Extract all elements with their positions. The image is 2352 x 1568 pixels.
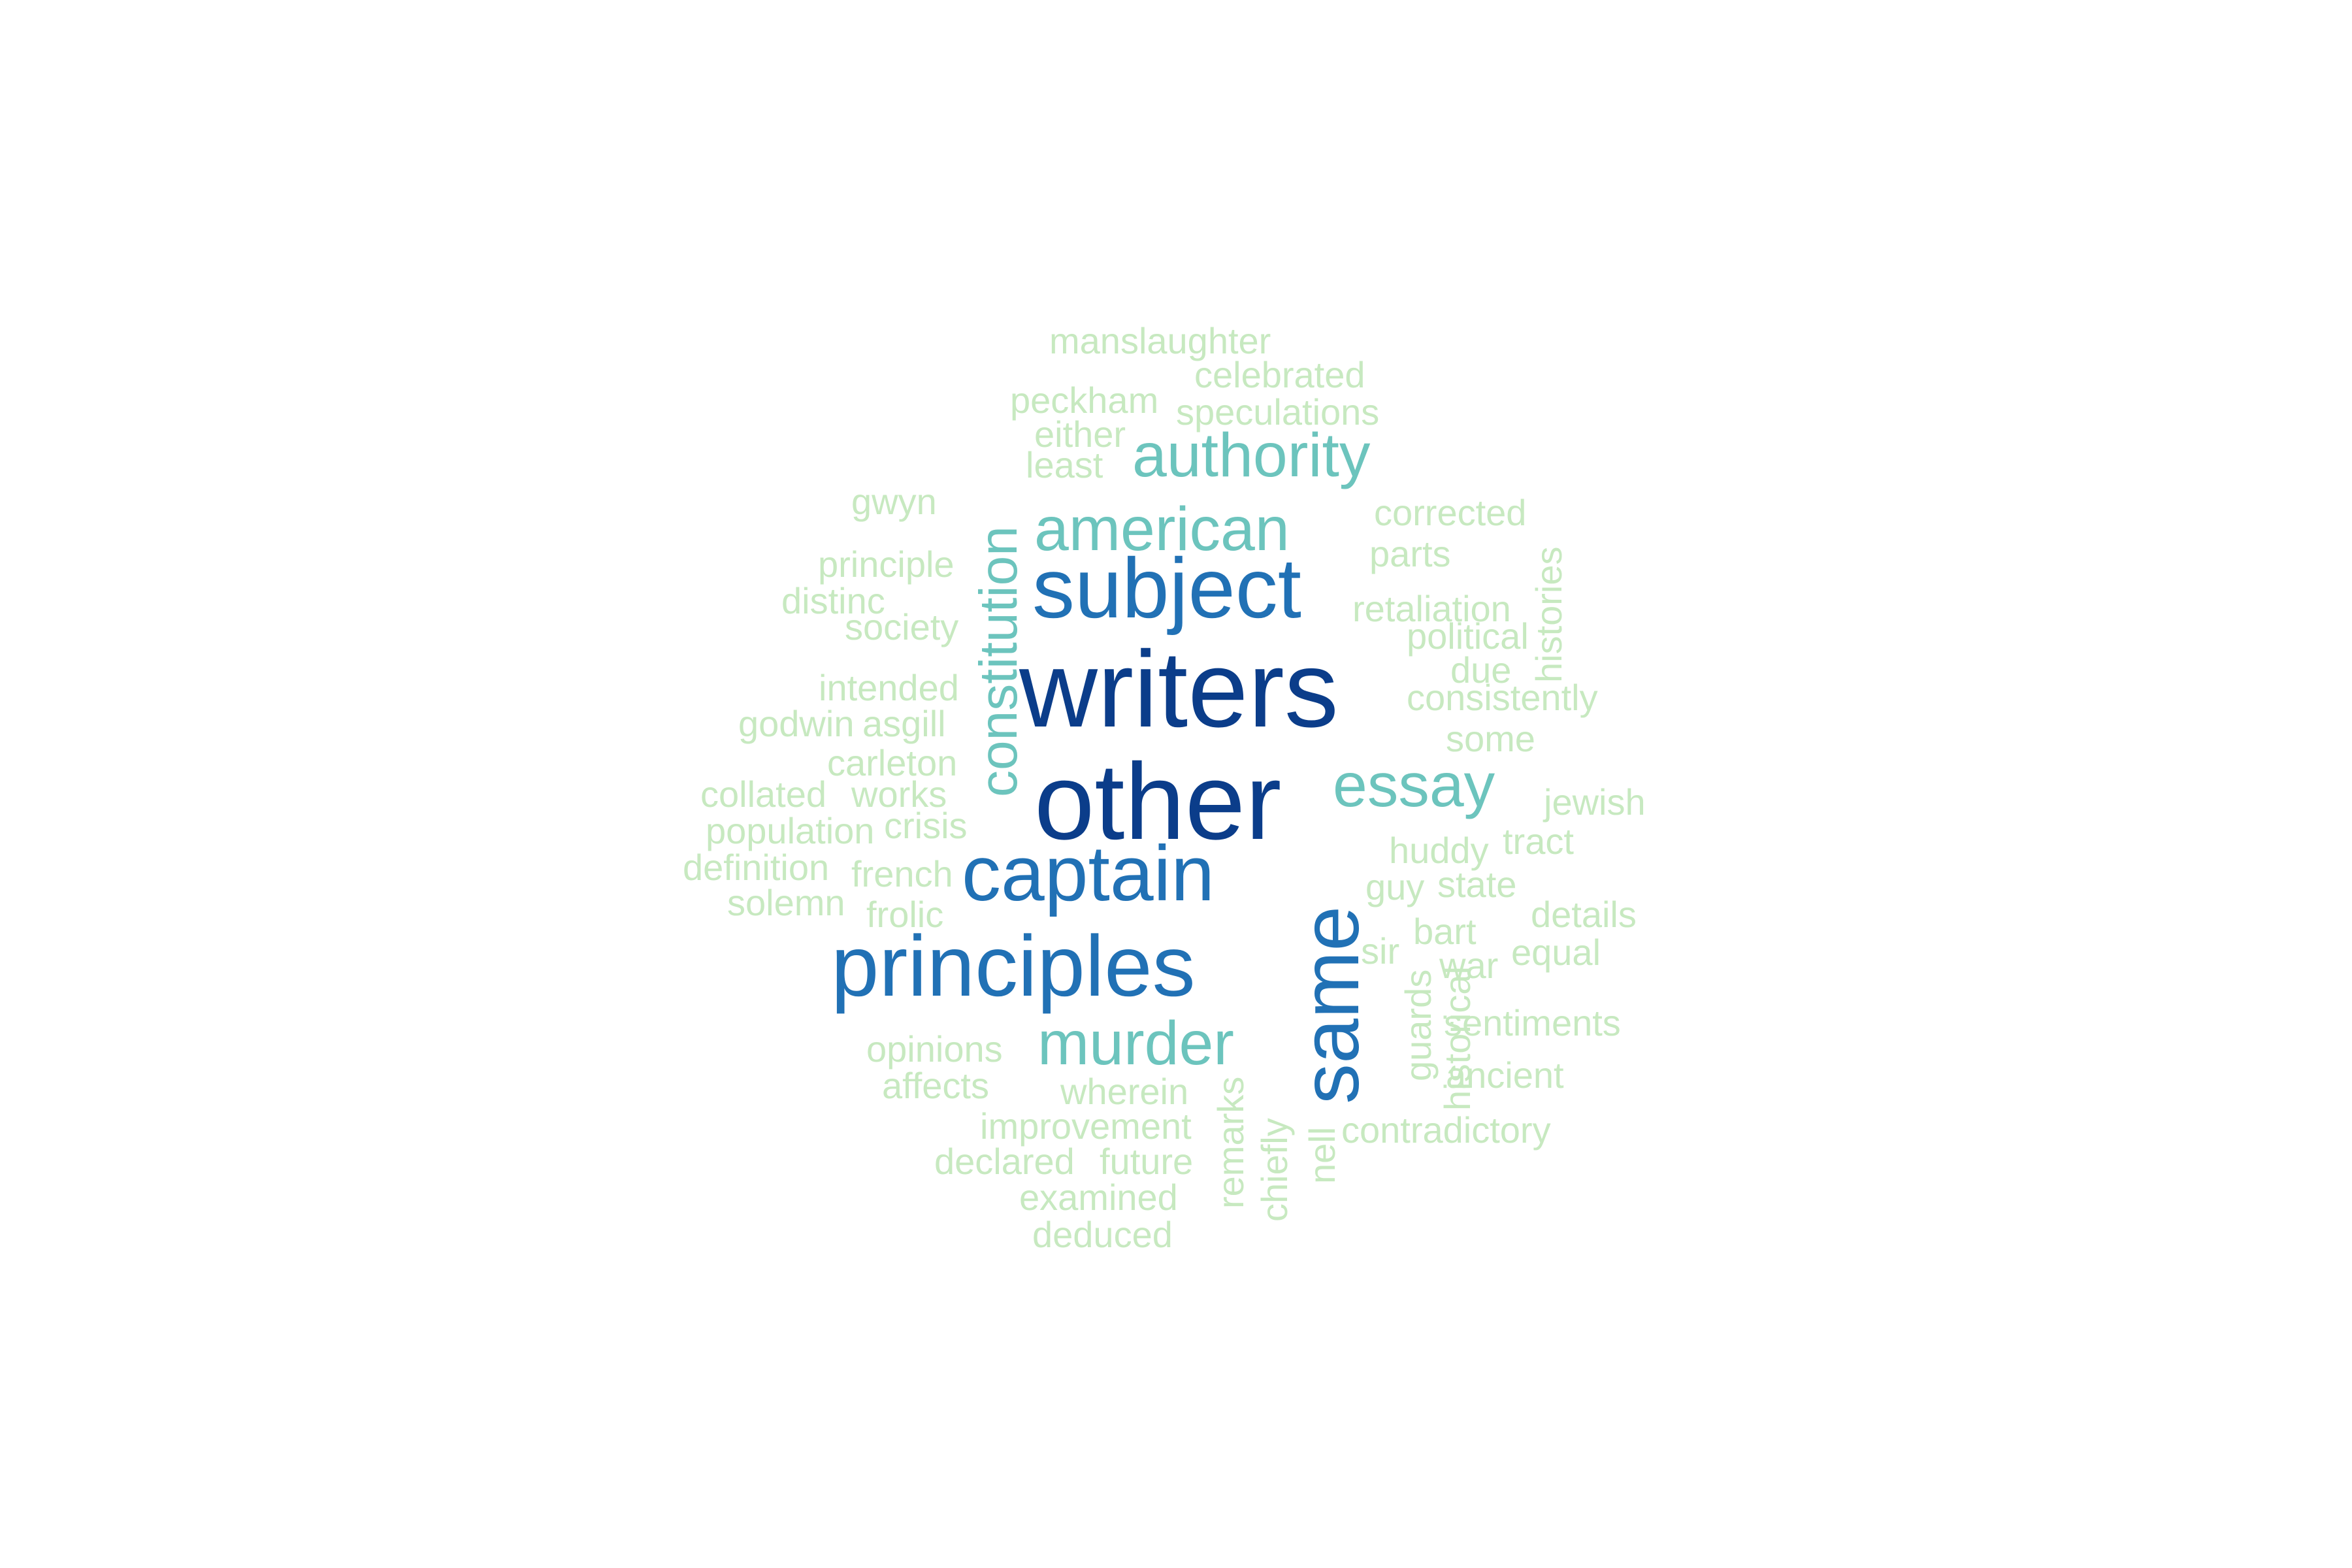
word-war: war (1439, 945, 1499, 986)
word-population: population (706, 810, 875, 851)
word-celebrated: celebrated (1194, 354, 1365, 395)
word-manslaughter: manslaughter (1049, 320, 1271, 361)
word-details: details (1531, 894, 1637, 935)
word-state: state (1437, 864, 1517, 905)
word-parts: parts (1369, 533, 1451, 574)
word-equal: equal (1511, 932, 1601, 973)
word-affects: affects (882, 1065, 989, 1106)
word-asgill: asgill (862, 703, 946, 744)
word-other: other (1034, 742, 1282, 862)
word-peckham: peckham (1010, 380, 1159, 421)
word-american: american (1034, 495, 1290, 564)
word-histories: histories (1528, 546, 1569, 683)
word-ancient: ancient (1446, 1054, 1564, 1096)
word-crisis: crisis (884, 805, 968, 846)
word-declared: declared (934, 1141, 1075, 1182)
word-chiefly: chiefly (1254, 1118, 1295, 1222)
word-writers: writers (1019, 629, 1339, 750)
word-sir: sir (1361, 930, 1400, 972)
word-collated: collated (700, 774, 827, 815)
word-jewish: jewish (1544, 781, 1646, 823)
word-wherein: wherein (1060, 1071, 1189, 1112)
word-guards: guards (1397, 969, 1439, 1081)
word-works: works (851, 774, 947, 815)
word-intended: intended (819, 667, 959, 708)
word-subject: subject (1032, 540, 1301, 636)
word-some: some (1446, 718, 1535, 759)
word-speculations: speculations (1176, 391, 1380, 433)
word-opinions: opinions (866, 1028, 1003, 1070)
word-either: either (1034, 414, 1126, 455)
word-carleton: carleton (827, 742, 958, 783)
word-murder: murder (1037, 1009, 1234, 1078)
word-godwin: godwin (738, 703, 855, 744)
word-due: due (1450, 649, 1512, 691)
word-principle: principle (818, 544, 955, 585)
word-society: society (845, 606, 959, 647)
word-deduced: deduced (1032, 1214, 1173, 1255)
word-least: least (1026, 444, 1103, 485)
word-frolic: frolic (866, 894, 944, 935)
word-improvement: improvement (980, 1105, 1192, 1147)
word-examined: examined (1019, 1177, 1178, 1218)
word-essay: essay (1333, 751, 1495, 820)
word-guy: guy (1365, 866, 1425, 907)
word-distinc: distinc (781, 580, 885, 621)
word-nell: nell (1301, 1126, 1343, 1184)
word-solemn: solemn (727, 882, 845, 923)
word-remarks: remarks (1210, 1076, 1251, 1209)
word-french: french (851, 853, 953, 894)
word-retaliation: retaliation (1352, 588, 1511, 629)
word-tract: tract (1503, 821, 1574, 862)
word-definition: definition (683, 847, 830, 888)
word-consistently: consistently (1407, 677, 1598, 718)
word-sentiments: sentiments (1444, 1002, 1621, 1043)
word-huddy: huddy (1389, 830, 1489, 871)
word-bart: bart (1413, 911, 1477, 952)
word-principles: principles (831, 918, 1196, 1014)
word-political: political (1407, 615, 1529, 657)
word-future: future (1100, 1141, 1194, 1182)
word-gwyn: gwyn (851, 481, 937, 522)
word-same: same (1286, 906, 1376, 1104)
word-constitution: constitution (969, 526, 1028, 797)
word-captain: captain (962, 830, 1215, 917)
word-corrected: corrected (1374, 492, 1527, 533)
word-authority: authority (1132, 421, 1371, 490)
word-contradictory: contradictory (1341, 1109, 1551, 1151)
